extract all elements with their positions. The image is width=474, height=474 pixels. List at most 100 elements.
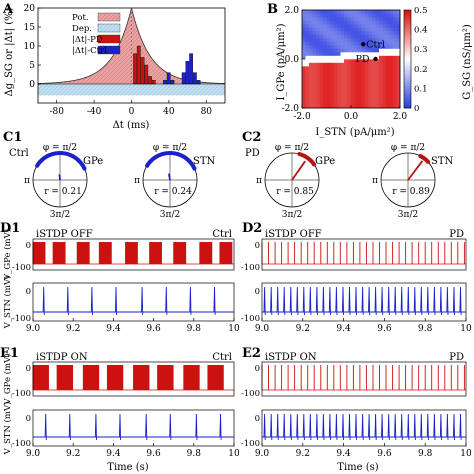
heat-cell	[351, 10, 355, 14]
heat-cell	[393, 76, 397, 81]
heat-cell	[309, 80, 313, 84]
heat-cell	[396, 38, 401, 42]
heat-cell	[393, 66, 397, 70]
heat-cell	[323, 24, 327, 28]
heat-cell	[347, 90, 352, 95]
heat-cell	[386, 20, 390, 25]
heat-cell	[396, 48, 401, 53]
legend-label: |Δt|-PD	[72, 35, 103, 45]
heatmap-point	[361, 42, 366, 47]
heat-cell	[347, 38, 352, 42]
heat-cell	[372, 69, 376, 74]
heat-cell	[326, 94, 331, 98]
polar-tick-top: φ = π/2	[275, 143, 309, 153]
heat-cell	[382, 59, 387, 63]
heat-cell	[368, 62, 373, 67]
heat-cell	[379, 97, 383, 102]
heat-cell	[302, 24, 306, 28]
heat-cell	[333, 66, 338, 70]
heat-cell	[305, 97, 310, 102]
heat-cell	[326, 59, 331, 63]
heat-cell	[375, 101, 380, 105]
x-tick-label: 9.2	[66, 324, 80, 334]
legend-label: Dep.	[72, 24, 92, 34]
heat-cell	[386, 66, 390, 70]
heat-cell	[358, 90, 362, 95]
heat-cell	[344, 62, 348, 67]
heat-cell	[396, 10, 401, 14]
heat-cell	[333, 59, 338, 63]
heat-cell	[386, 80, 390, 84]
heat-cell	[309, 24, 313, 28]
heat-cell	[386, 34, 390, 39]
heat-cell	[305, 38, 310, 42]
heat-cell	[337, 80, 341, 84]
heat-cell	[351, 69, 355, 74]
colorbar-cell	[404, 41, 411, 44]
gpe-trace	[32, 365, 224, 390]
x-tick-label: 0	[129, 107, 135, 117]
heat-cell	[319, 27, 324, 32]
heat-cell	[305, 34, 310, 39]
heat-cell	[347, 94, 352, 98]
heat-cell	[333, 62, 338, 67]
heat-cell	[379, 101, 383, 105]
heat-cell	[354, 66, 359, 70]
heat-cell	[375, 31, 380, 35]
polar-r-value: r = 0.89	[392, 187, 430, 197]
heat-cell	[340, 66, 345, 70]
heat-cell	[326, 104, 331, 109]
heat-cell	[330, 48, 334, 53]
heat-cell	[358, 48, 362, 53]
heat-cell	[351, 52, 355, 56]
heat-cell	[375, 83, 380, 88]
pd-bar	[140, 57, 145, 85]
y-tick-label: 0	[255, 414, 260, 424]
heat-cell	[368, 45, 373, 49]
heat-cell	[323, 10, 327, 14]
polar-tick-left: π	[256, 176, 262, 186]
colorbar-tick-label: 0.4	[414, 26, 428, 36]
heat-cell	[393, 41, 397, 46]
gpe-trace	[261, 242, 465, 264]
heat-cell	[372, 20, 376, 25]
heat-cell	[319, 76, 324, 81]
heat-cell	[319, 24, 324, 28]
polar-name: STN	[431, 156, 454, 167]
heat-cell	[305, 20, 310, 25]
y-tick-label: -100	[241, 439, 260, 449]
heat-cell	[347, 87, 352, 91]
heat-cell	[319, 17, 324, 21]
heat-cell	[302, 94, 306, 98]
heat-cell	[389, 34, 394, 39]
heat-cell	[340, 10, 345, 14]
heat-cell	[305, 62, 310, 67]
colorbar-cell	[404, 78, 411, 81]
heat-cell	[379, 73, 383, 77]
heat-cell	[323, 34, 327, 39]
heat-cell	[379, 41, 383, 46]
x-tick-label: 9.4	[336, 324, 351, 334]
heat-cell	[393, 59, 397, 63]
gpe-frame	[261, 238, 467, 271]
heat-cell	[333, 69, 338, 74]
heat-cell	[309, 27, 313, 32]
heat-cell	[386, 104, 390, 109]
heat-cell	[305, 17, 310, 21]
heat-cell	[316, 73, 320, 77]
heat-cell	[372, 38, 376, 42]
heat-cell	[368, 38, 373, 42]
colorbar-cell	[404, 35, 411, 38]
heat-cell	[375, 97, 380, 102]
heat-cell	[316, 97, 320, 102]
heat-cell	[323, 101, 327, 105]
heat-cell	[372, 48, 376, 53]
heat-cell	[368, 66, 373, 70]
heat-cell	[333, 48, 338, 53]
colorbar-cell	[404, 25, 411, 28]
heat-cell	[305, 104, 310, 109]
heat-cell	[389, 45, 394, 49]
heat-cell	[333, 87, 338, 91]
x-tick-label: 9.0	[255, 449, 270, 459]
heat-cell	[319, 41, 324, 46]
